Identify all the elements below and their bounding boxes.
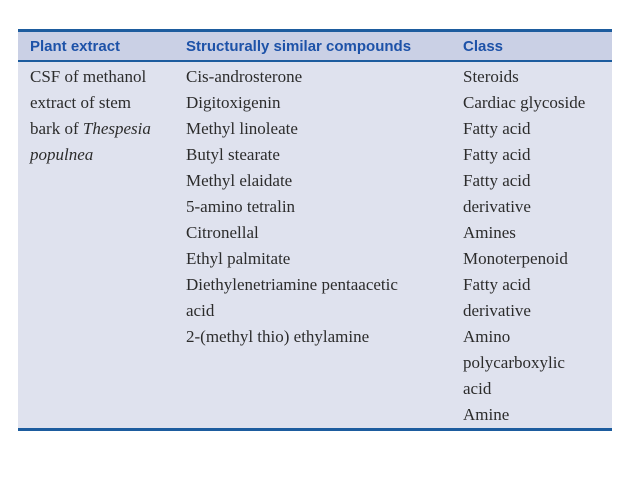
compounds-column: Cis-androsterone Digitoxigenin Methyl li…: [174, 64, 451, 428]
class-line: Fatty acid: [463, 145, 531, 164]
compound-line: Digitoxigenin: [186, 93, 281, 112]
class-line: derivative: [463, 301, 531, 320]
compound-line: Diethylenetriamine pentaacetic: [186, 275, 398, 294]
compound-line: Methyl elaidate: [186, 171, 293, 190]
compound-line: Citronellal: [186, 223, 259, 242]
plant-extract-line: CSF of methanol: [30, 67, 147, 86]
compound-line: acid: [186, 301, 215, 320]
plant-extract-line: populnea: [30, 145, 94, 164]
class-line: Steroids: [463, 67, 519, 86]
compounds-table: Plant extract Structurally similar compo…: [18, 29, 612, 431]
header-similar-compounds: Structurally similar compounds: [186, 37, 412, 55]
plant-extract-column: CSF of methanol extract of stem bark of …: [18, 64, 174, 428]
compound-line: 2-(methyl thio) ethylamine: [186, 327, 370, 346]
plant-extract-line: extract of stem: [30, 93, 132, 112]
header-plant-extract: Plant extract: [30, 37, 121, 55]
class-line: Amine: [463, 405, 510, 424]
plant-extract-text: bark of: [30, 119, 83, 138]
class-column: Steroids Cardiac glycoside Fatty acid Fa…: [451, 64, 612, 428]
class-line: derivative: [463, 197, 531, 216]
class-line: Fatty acid: [463, 275, 531, 294]
compound-line: 5-amino tetralin: [186, 197, 296, 216]
class-line: Amines: [463, 223, 516, 242]
class-line: acid: [463, 379, 492, 398]
compound-line: Ethyl palmitate: [186, 249, 291, 268]
class-line: Cardiac glycoside: [463, 93, 586, 112]
compound-line: Cis-androsterone: [186, 67, 303, 86]
class-line: Fatty acid: [463, 119, 531, 138]
plant-extract-line: bark of Thespesia: [18, 116, 174, 142]
class-line: Monoterpenoid: [463, 249, 568, 268]
table-header-row: Plant extract Structurally similar compo…: [18, 32, 612, 62]
class-line: Amino: [463, 327, 511, 346]
class-line: Fatty acid: [463, 171, 531, 190]
class-line: polycarboxylic: [463, 353, 565, 372]
header-class: Class: [463, 37, 504, 55]
compound-line: Butyl stearate: [186, 145, 280, 164]
table-body: CSF of methanol extract of stem bark of …: [18, 62, 612, 428]
compound-line: Methyl linoleate: [186, 119, 298, 138]
species-name-part: Thespesia: [82, 119, 151, 138]
